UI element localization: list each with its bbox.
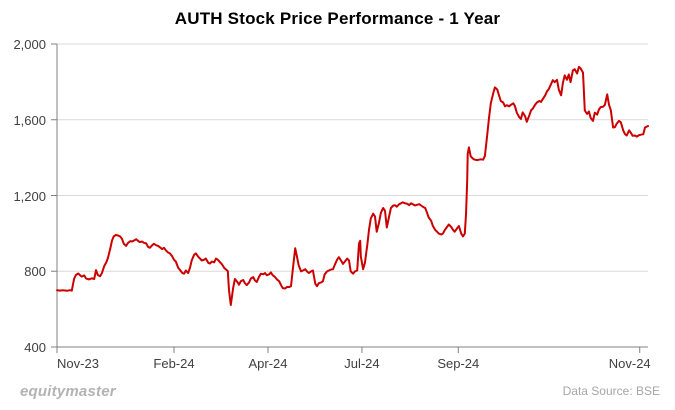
price-series-line: [56, 65, 649, 306]
y-axis-label: 2,000: [13, 37, 46, 52]
x-axis-label: Nov-23: [57, 356, 99, 371]
y-axis-label: 1,200: [13, 188, 46, 204]
equitymaster-logo: equitymaster: [20, 383, 116, 400]
y-axis-label: 400: [24, 340, 46, 355]
x-axis-label: Feb-24: [153, 356, 195, 371]
x-axis-label: Apr-24: [248, 356, 288, 371]
y-axis-label: 1,600: [13, 112, 46, 128]
chart-title: AUTH Stock Price Performance - 1 Year: [174, 9, 501, 28]
data-source-label: Data Source: BSE: [562, 384, 660, 398]
x-axis-label: Sep-24: [437, 356, 480, 371]
y-axis-label: 800: [24, 264, 46, 280]
x-axis-label: Jul-24: [344, 356, 380, 371]
x-axis-label: Nov-24: [608, 356, 651, 371]
